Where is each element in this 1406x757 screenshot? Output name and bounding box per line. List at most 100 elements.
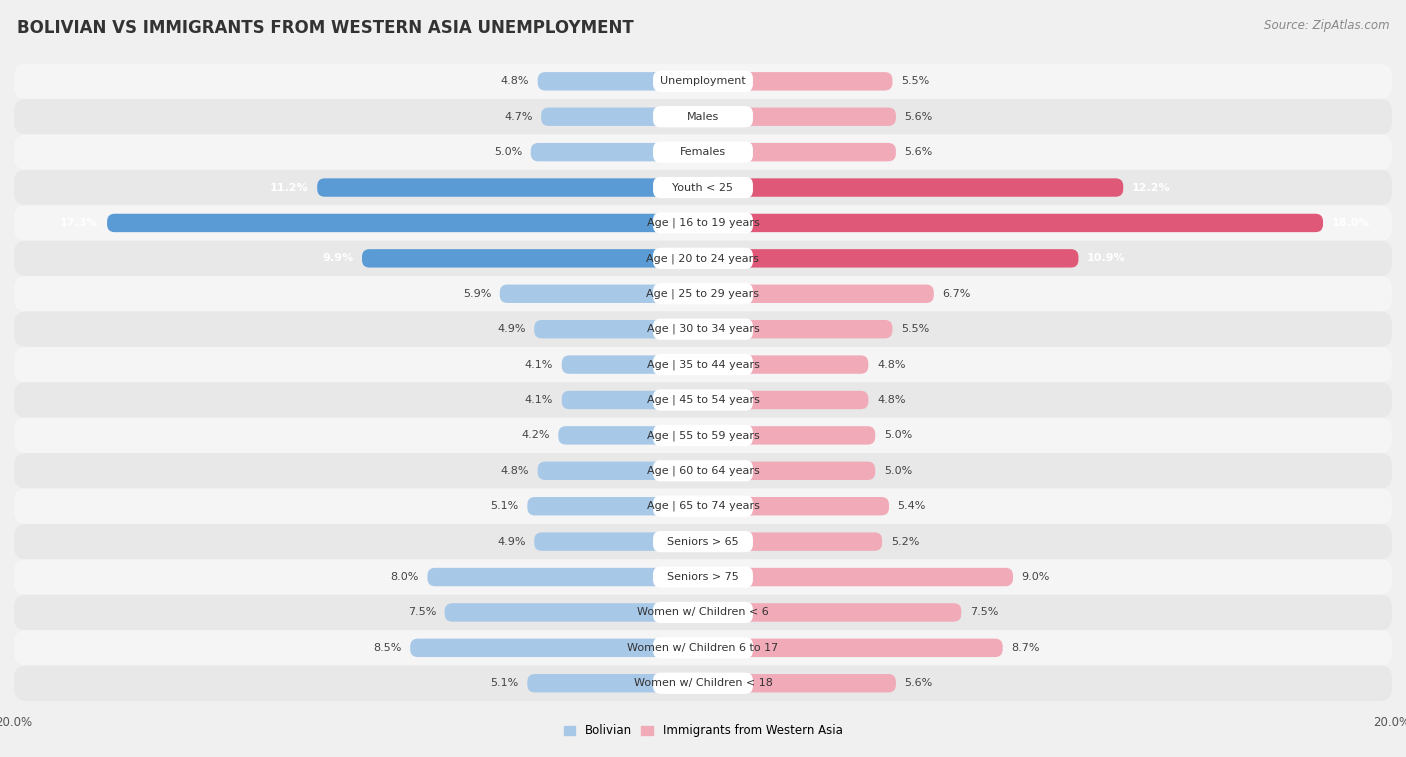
FancyBboxPatch shape xyxy=(703,639,1002,657)
FancyBboxPatch shape xyxy=(14,241,1392,276)
Text: 8.5%: 8.5% xyxy=(373,643,402,653)
FancyBboxPatch shape xyxy=(703,249,1078,267)
Text: Age | 35 to 44 years: Age | 35 to 44 years xyxy=(647,360,759,370)
Text: Age | 65 to 74 years: Age | 65 to 74 years xyxy=(647,501,759,512)
FancyBboxPatch shape xyxy=(703,532,882,551)
FancyBboxPatch shape xyxy=(534,320,703,338)
FancyBboxPatch shape xyxy=(652,425,754,446)
FancyBboxPatch shape xyxy=(14,630,1392,665)
FancyBboxPatch shape xyxy=(14,524,1392,559)
FancyBboxPatch shape xyxy=(652,106,754,127)
FancyBboxPatch shape xyxy=(703,391,869,410)
Text: 5.5%: 5.5% xyxy=(901,324,929,334)
Text: 17.3%: 17.3% xyxy=(60,218,98,228)
FancyBboxPatch shape xyxy=(652,496,754,517)
Text: Age | 25 to 29 years: Age | 25 to 29 years xyxy=(647,288,759,299)
FancyBboxPatch shape xyxy=(703,143,896,161)
FancyBboxPatch shape xyxy=(652,248,754,269)
FancyBboxPatch shape xyxy=(652,283,754,304)
FancyBboxPatch shape xyxy=(703,72,893,91)
Text: 18.0%: 18.0% xyxy=(1331,218,1371,228)
Text: 4.8%: 4.8% xyxy=(501,466,529,476)
FancyBboxPatch shape xyxy=(703,320,893,338)
FancyBboxPatch shape xyxy=(14,347,1392,382)
Text: Age | 20 to 24 years: Age | 20 to 24 years xyxy=(647,253,759,263)
Text: 4.9%: 4.9% xyxy=(498,537,526,547)
FancyBboxPatch shape xyxy=(14,418,1392,453)
Text: Females: Females xyxy=(681,147,725,157)
FancyBboxPatch shape xyxy=(652,460,754,481)
FancyBboxPatch shape xyxy=(534,532,703,551)
Text: 5.2%: 5.2% xyxy=(891,537,920,547)
FancyBboxPatch shape xyxy=(14,205,1392,241)
Text: 10.9%: 10.9% xyxy=(1087,254,1126,263)
Text: 4.8%: 4.8% xyxy=(501,76,529,86)
Text: 7.5%: 7.5% xyxy=(970,607,998,618)
FancyBboxPatch shape xyxy=(703,107,896,126)
FancyBboxPatch shape xyxy=(531,143,703,161)
FancyBboxPatch shape xyxy=(14,170,1392,205)
FancyBboxPatch shape xyxy=(703,179,1123,197)
Text: 5.5%: 5.5% xyxy=(901,76,929,86)
FancyBboxPatch shape xyxy=(14,135,1392,170)
Text: 8.0%: 8.0% xyxy=(391,572,419,582)
Text: 4.2%: 4.2% xyxy=(522,431,550,441)
FancyBboxPatch shape xyxy=(562,391,703,410)
FancyBboxPatch shape xyxy=(411,639,703,657)
FancyBboxPatch shape xyxy=(14,276,1392,311)
Text: 5.6%: 5.6% xyxy=(904,147,932,157)
FancyBboxPatch shape xyxy=(537,462,703,480)
Text: Males: Males xyxy=(688,112,718,122)
FancyBboxPatch shape xyxy=(652,212,754,234)
Text: 5.0%: 5.0% xyxy=(884,466,912,476)
FancyBboxPatch shape xyxy=(14,64,1392,99)
Text: Source: ZipAtlas.com: Source: ZipAtlas.com xyxy=(1264,19,1389,32)
Text: Women w/ Children < 18: Women w/ Children < 18 xyxy=(634,678,772,688)
Text: 5.0%: 5.0% xyxy=(884,431,912,441)
Text: 5.0%: 5.0% xyxy=(494,147,522,157)
FancyBboxPatch shape xyxy=(541,107,703,126)
FancyBboxPatch shape xyxy=(527,497,703,516)
FancyBboxPatch shape xyxy=(427,568,703,586)
Text: 4.1%: 4.1% xyxy=(524,360,553,369)
FancyBboxPatch shape xyxy=(652,177,754,198)
FancyBboxPatch shape xyxy=(14,559,1392,595)
FancyBboxPatch shape xyxy=(107,213,703,232)
Text: 5.9%: 5.9% xyxy=(463,288,491,299)
Text: Age | 60 to 64 years: Age | 60 to 64 years xyxy=(647,466,759,476)
Text: Age | 16 to 19 years: Age | 16 to 19 years xyxy=(647,218,759,228)
Text: 9.9%: 9.9% xyxy=(322,254,353,263)
FancyBboxPatch shape xyxy=(14,665,1392,701)
FancyBboxPatch shape xyxy=(14,453,1392,488)
Text: 5.1%: 5.1% xyxy=(491,501,519,511)
FancyBboxPatch shape xyxy=(527,674,703,693)
Text: 11.2%: 11.2% xyxy=(270,182,308,192)
FancyBboxPatch shape xyxy=(14,595,1392,630)
Text: Women w/ Children 6 to 17: Women w/ Children 6 to 17 xyxy=(627,643,779,653)
FancyBboxPatch shape xyxy=(703,497,889,516)
Text: 9.0%: 9.0% xyxy=(1022,572,1050,582)
FancyBboxPatch shape xyxy=(652,389,754,410)
FancyBboxPatch shape xyxy=(652,673,754,694)
FancyBboxPatch shape xyxy=(652,354,754,375)
Text: 4.7%: 4.7% xyxy=(503,112,533,122)
FancyBboxPatch shape xyxy=(652,70,754,92)
FancyBboxPatch shape xyxy=(703,674,896,693)
FancyBboxPatch shape xyxy=(652,319,754,340)
FancyBboxPatch shape xyxy=(361,249,703,267)
Text: 7.5%: 7.5% xyxy=(408,607,436,618)
Text: Age | 30 to 34 years: Age | 30 to 34 years xyxy=(647,324,759,335)
Text: Unemployment: Unemployment xyxy=(661,76,745,86)
Text: Youth < 25: Youth < 25 xyxy=(672,182,734,192)
FancyBboxPatch shape xyxy=(14,99,1392,135)
Text: 4.8%: 4.8% xyxy=(877,395,905,405)
FancyBboxPatch shape xyxy=(652,637,754,659)
FancyBboxPatch shape xyxy=(703,568,1012,586)
FancyBboxPatch shape xyxy=(558,426,703,444)
Legend: Bolivian, Immigrants from Western Asia: Bolivian, Immigrants from Western Asia xyxy=(558,719,848,742)
Text: Women w/ Children < 6: Women w/ Children < 6 xyxy=(637,607,769,618)
Text: 5.6%: 5.6% xyxy=(904,678,932,688)
Text: 4.8%: 4.8% xyxy=(877,360,905,369)
FancyBboxPatch shape xyxy=(652,142,754,163)
Text: BOLIVIAN VS IMMIGRANTS FROM WESTERN ASIA UNEMPLOYMENT: BOLIVIAN VS IMMIGRANTS FROM WESTERN ASIA… xyxy=(17,19,634,37)
